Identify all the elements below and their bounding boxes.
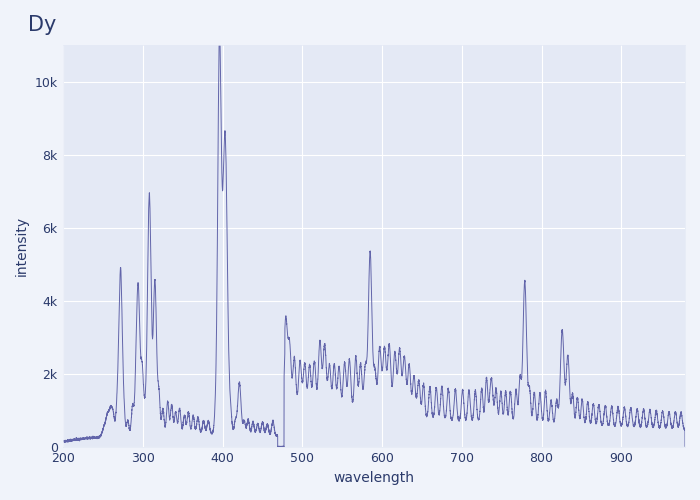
Text: Dy: Dy xyxy=(28,15,57,35)
X-axis label: wavelength: wavelength xyxy=(334,471,414,485)
Y-axis label: intensity: intensity xyxy=(15,216,29,276)
